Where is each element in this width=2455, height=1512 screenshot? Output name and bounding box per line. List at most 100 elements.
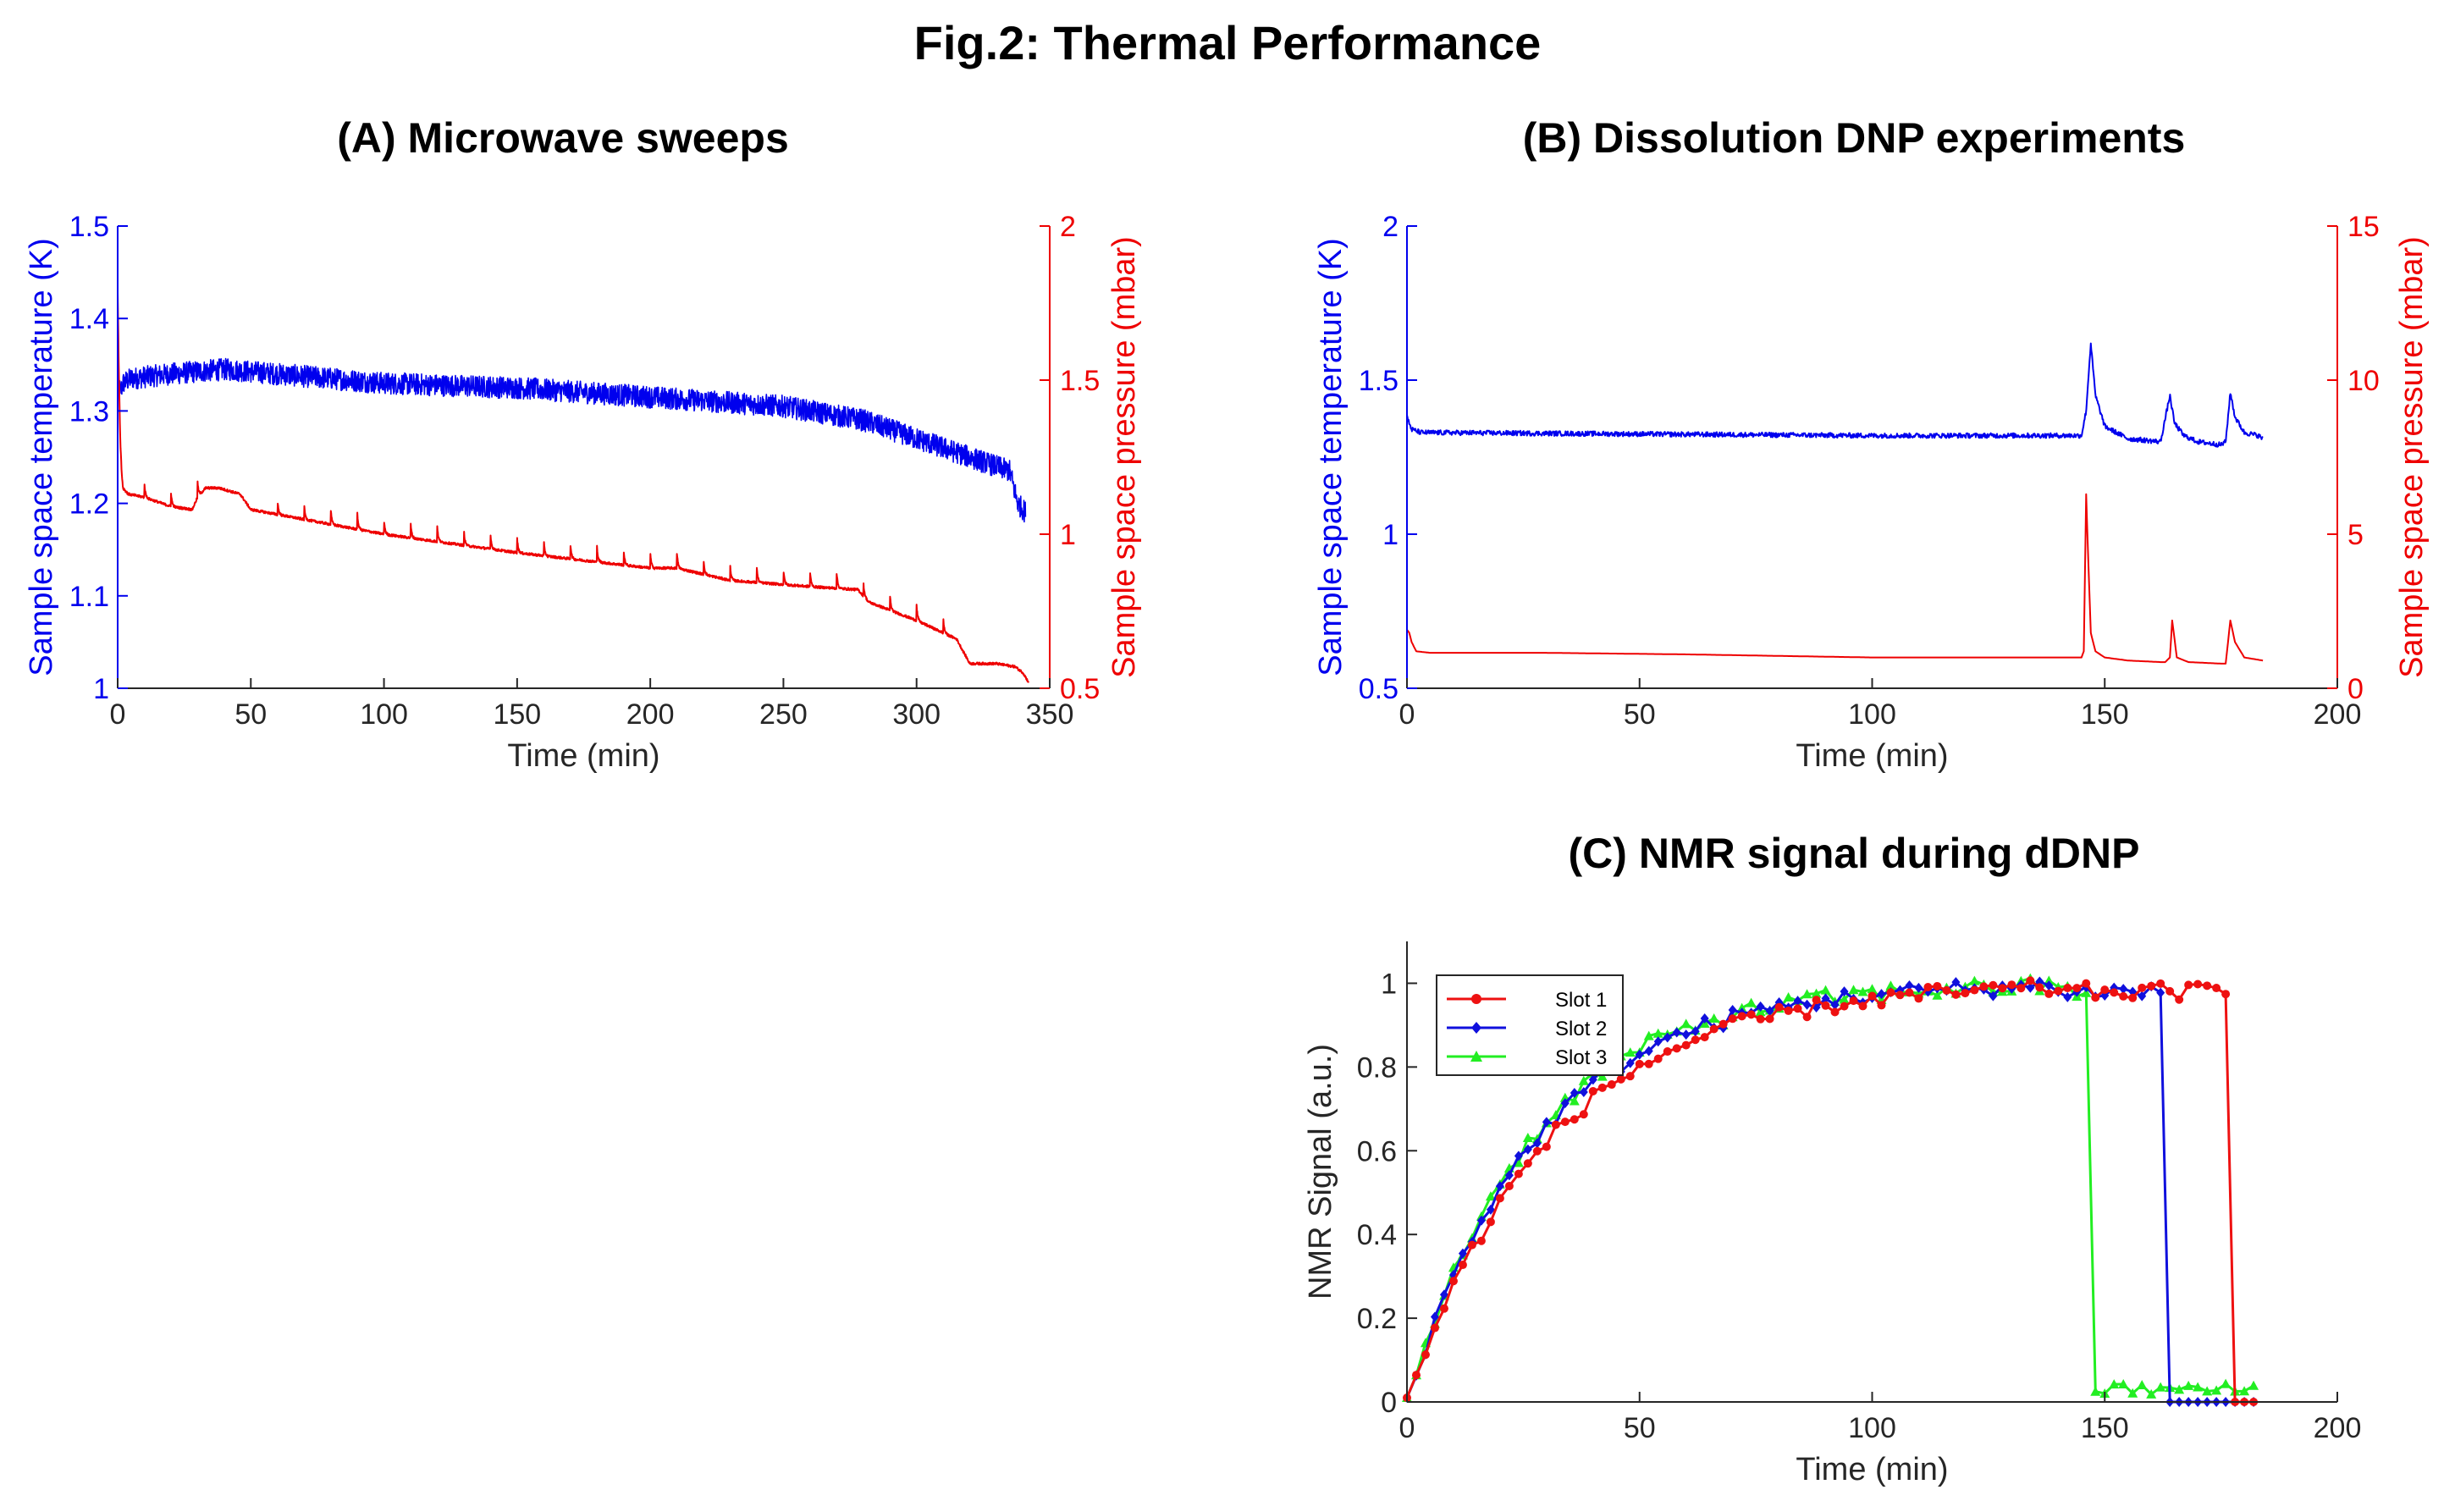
plotC-marker-circle: [1942, 985, 1951, 995]
plotC-marker-circle: [1486, 1217, 1495, 1227]
plotC-y-tick-label: 0: [1381, 1387, 1397, 1419]
plotC-marker-diamond: [1504, 1170, 1514, 1181]
plotC-marker-triangle: [1522, 1132, 1533, 1142]
plotC-marker-triangle: [1578, 1075, 1589, 1085]
plotC-legend-label: Slot 2: [1555, 1018, 1607, 1040]
plotB-x-tick-label: 200: [2314, 698, 2362, 731]
plotC-marker-triangle: [1643, 1030, 1654, 1040]
plotC-marker-circle: [1923, 983, 1933, 992]
plotC-marker-triangle: [2174, 1384, 2185, 1394]
plotA-x-tick-label: 0: [110, 698, 126, 731]
plotC-y-tick-label: 0.2: [1357, 1303, 1397, 1335]
plotC-marker-circle: [1597, 1083, 1607, 1092]
plotA-right-tick-label: 1.5: [1060, 365, 1100, 397]
plotB-right-tick-label: 15: [2347, 211, 2380, 243]
plotC-marker-triangle: [1625, 1047, 1636, 1057]
plotC-marker-circle: [2147, 981, 2156, 991]
plotC-marker-diamond: [1430, 1311, 1439, 1322]
plotB-right-tick-label: 0: [2347, 673, 2364, 705]
plotC-marker-circle: [1849, 996, 1858, 1006]
plotB-right-tick-label: 5: [2347, 519, 2364, 551]
plotC-marker-circle: [1607, 1080, 1616, 1090]
plotC-marker-circle: [2016, 984, 2026, 993]
plotC-marker-circle: [1560, 1117, 1570, 1127]
plotC-marker-circle: [1979, 982, 1989, 991]
plotC-y-tick-label: 1: [1381, 968, 1397, 1000]
plotC-marker-diamond: [1877, 989, 1886, 1000]
plotC-marker-triangle: [2109, 1379, 2120, 1389]
plotC-y-tick-label: 0.8: [1357, 1051, 1397, 1084]
plotC-marker-triangle: [2146, 1388, 2157, 1399]
plotC-marker-circle: [2175, 995, 2184, 1004]
plotC-marker-diamond: [2044, 980, 2054, 991]
plotC-y-tick-label: 0.4: [1357, 1219, 1397, 1251]
plotA-left-tick-label: 1.4: [69, 303, 109, 335]
plotC-marker-diamond: [2119, 984, 2128, 995]
plotC-marker-diamond: [1495, 1181, 1504, 1192]
plotC-marker-triangle: [1885, 980, 1896, 991]
plotC-marker-triangle: [1513, 1157, 1524, 1167]
plotC-marker-circle: [1858, 1002, 1867, 1011]
plotC-x-tick-label: 100: [1848, 1412, 1896, 1444]
plotC-marker-diamond: [1728, 1005, 1737, 1016]
plotC-marker-triangle: [2193, 1382, 2204, 1392]
plotC-marker-diamond: [1560, 1098, 1570, 1109]
plotC-marker-triangle: [1848, 985, 1859, 995]
plotC-marker-circle: [1765, 1014, 1774, 1024]
plotC-marker-triangle: [2155, 1382, 2166, 1392]
plotC-y-label: NMR Signal (a.u.): [1303, 1044, 1338, 1300]
plotC-marker-circle: [1812, 996, 1821, 1005]
plotA-right-tick-label: 1: [1060, 519, 1076, 551]
plotC-marker-triangle: [1811, 988, 1822, 998]
plotC-marker-triangle: [2183, 1380, 2194, 1390]
plotB-x-tick-label: 100: [1848, 698, 1896, 731]
plotC-marker-circle: [1961, 989, 1970, 998]
plotC-marker-triangle: [1569, 1095, 1580, 1106]
plotA-right-tick-label: 0.5: [1060, 673, 1100, 705]
plotB-right-tick-label: 10: [2347, 365, 2380, 397]
plotC-marker-circle: [1867, 991, 1877, 1001]
plotA-right-tick-label: 2: [1060, 211, 1076, 243]
plotC-legend-marker: [1471, 994, 1481, 1004]
plotC-marker-circle: [2138, 983, 2147, 992]
plotC-marker-triangle: [1820, 985, 1831, 995]
plotA-left-tick-label: 1.1: [69, 581, 109, 613]
plotC-marker-triangle: [1680, 1018, 1691, 1029]
plotC-marker-diamond: [1793, 996, 1802, 1007]
plotC-marker-circle: [1737, 1012, 1746, 1021]
panel-a-plot: 0 50 100 150 200 250 300 350 1 1.1 1.2 1.3 1.4 1.5 0.5…: [24, 211, 1142, 774]
plotA-x-label: Time (min): [507, 738, 659, 774]
plotC-marker-circle: [2026, 976, 2035, 985]
plotC-marker-circle: [1914, 994, 1923, 1003]
plotC-marker-triangle: [2044, 975, 2055, 985]
plotC-marker-diamond: [1691, 1026, 1700, 1037]
plotA-x-tick-label: 300: [892, 698, 941, 731]
plotC-marker-circle: [1551, 1120, 1560, 1129]
plotC-marker-diamond: [1514, 1151, 1523, 1162]
plotC-marker-triangle: [2248, 1380, 2259, 1390]
plotC-marker-diamond: [1570, 1088, 1579, 1099]
plotA-x-tick-label: 50: [234, 698, 267, 731]
plotC-marker-diamond: [1840, 986, 1849, 997]
plotC-marker-circle: [1718, 1019, 1728, 1029]
plotC-marker-triangle: [2221, 1378, 2232, 1388]
plotC-marker-circle: [1458, 1261, 1467, 1270]
plotC-marker-circle: [1411, 1371, 1421, 1380]
plotC-marker-diamond: [1439, 1289, 1448, 1300]
plotC-marker-circle: [1895, 991, 1905, 1000]
plotC-marker-diamond: [1625, 1057, 1635, 1068]
plotC-legend-marker: [1471, 1022, 1481, 1034]
plotC-marker-circle: [1691, 1035, 1700, 1045]
panel-b: (B) Dissolution DNP experiments 0 50 100 15…: [1313, 114, 2430, 774]
plotC-marker-triangle: [1708, 1013, 1719, 1024]
plotA-series-temperature: [117, 342, 1027, 523]
plotC-marker-circle: [2221, 990, 2231, 999]
plotC-marker-circle: [1970, 985, 1979, 995]
plotC-marker-diamond: [1476, 1215, 1486, 1226]
plotB-left-tick-label: 0.5: [1359, 673, 1399, 705]
plotC-marker-circle: [1635, 1059, 1644, 1068]
plotC-marker-triangle: [1857, 986, 1868, 996]
plotC-marker-diamond: [1700, 1013, 1709, 1024]
plotC-marker-circle: [2110, 988, 2119, 997]
plotC-marker-circle: [1700, 1033, 1709, 1042]
